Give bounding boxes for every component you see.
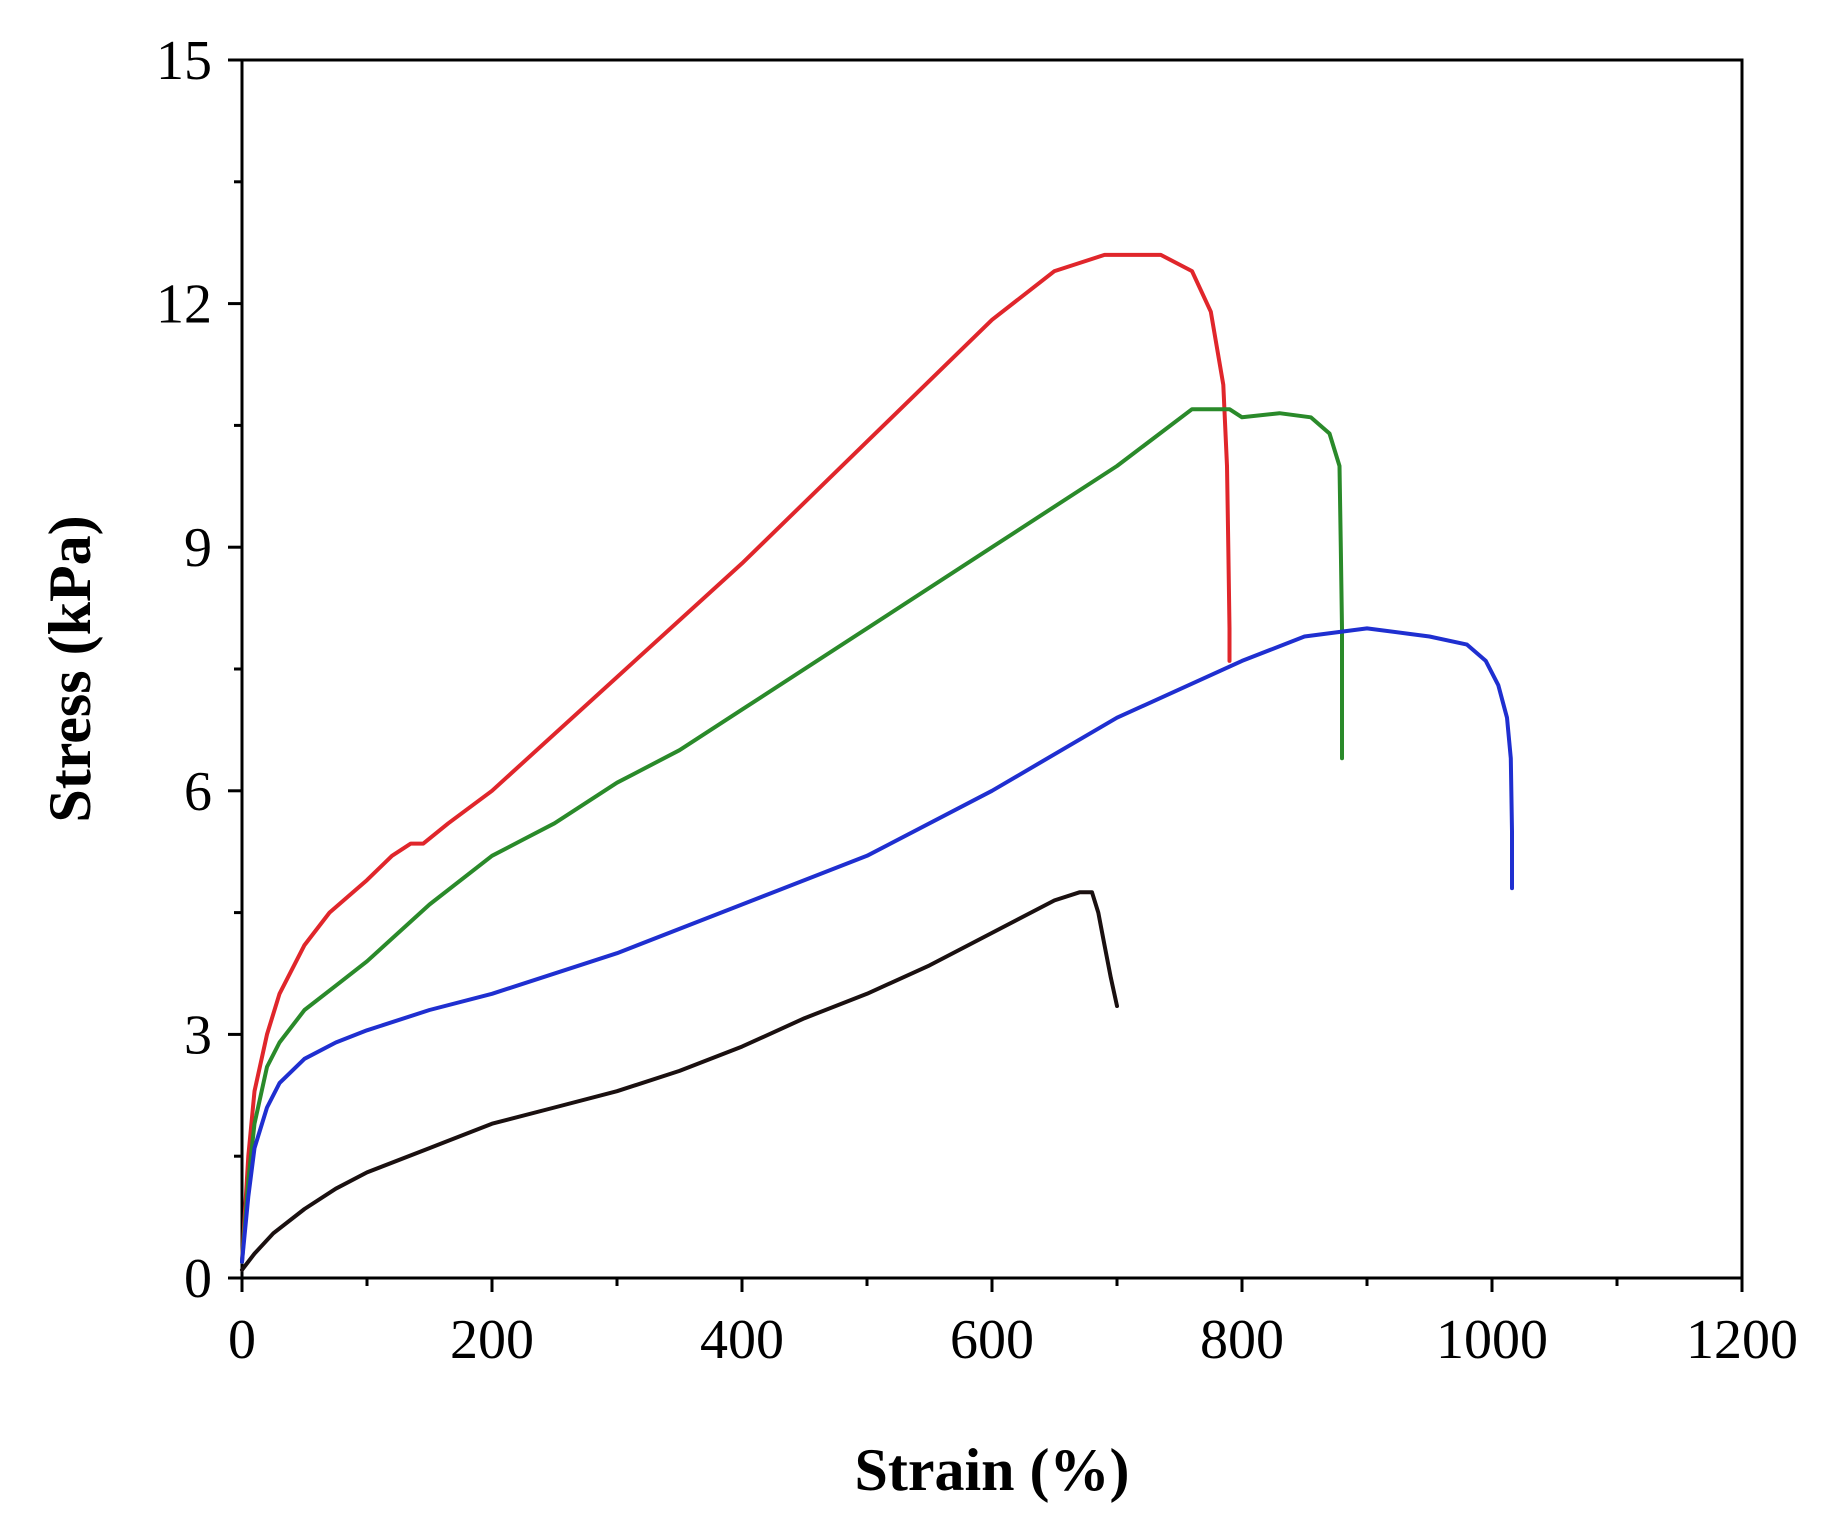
x-tick-label: 0 — [228, 1309, 256, 1371]
x-tick-label: 600 — [950, 1309, 1034, 1371]
y-tick-label: 0 — [184, 1248, 212, 1310]
y-axis-tick-labels: 0 3 6 9 12 15 — [156, 30, 212, 1310]
y-tick-label: 3 — [184, 1004, 212, 1066]
series-line-2 — [240, 407, 1344, 1264]
x-tick-label: 200 — [450, 1309, 534, 1371]
y-tick-label: 15 — [156, 30, 212, 92]
y-tick-label: 12 — [156, 274, 212, 336]
series-line-3 — [240, 626, 1514, 1264]
plot-area — [240, 58, 1744, 1280]
y-tick-label: 9 — [184, 517, 212, 579]
y-tick-label: 6 — [184, 761, 212, 823]
x-axis-tick-labels: 0 200 400 600 800 1000 1200 — [228, 1309, 1798, 1371]
x-tick-label: 400 — [700, 1309, 784, 1371]
x-tick-label: 1000 — [1436, 1309, 1548, 1371]
x-axis-title: Strain (%) — [855, 1437, 1130, 1503]
plot-frame — [240, 58, 1744, 1280]
series-lines — [240, 252, 1514, 1272]
series-line-4 — [240, 890, 1119, 1272]
series-line-1 — [240, 252, 1232, 1264]
y-axis-title: Stress (kPa) — [37, 515, 103, 822]
x-tick-label: 800 — [1200, 1309, 1284, 1371]
axis-ticks — [228, 58, 1744, 1292]
x-tick-label: 1200 — [1686, 1309, 1798, 1371]
